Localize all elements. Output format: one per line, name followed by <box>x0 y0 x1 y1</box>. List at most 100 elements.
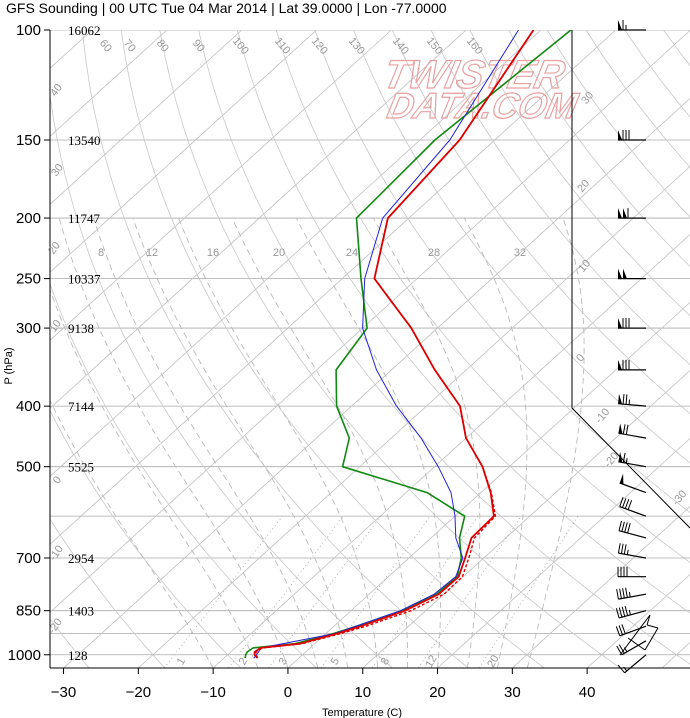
dry-adiabat-line <box>198 30 690 665</box>
dry-adiabat-line <box>236 30 690 614</box>
dry-adiabat-line <box>430 30 690 366</box>
hodograph-segment <box>619 614 651 656</box>
wind-barbs <box>615 20 659 674</box>
dry-adiabat-line <box>469 30 690 317</box>
adiabat-side-label: 20 <box>575 178 592 195</box>
wind-barb-full <box>618 607 623 618</box>
pressure-tick-label: 300 <box>16 320 41 337</box>
pressure-tick-label: 150 <box>16 132 41 149</box>
x-tick-label: −20 <box>126 684 151 701</box>
x-tick-label: −10 <box>200 684 225 701</box>
mixing-ratio-label: 28 <box>428 247 440 259</box>
mixing-ratio-label: 24 <box>346 247 358 259</box>
wind-barb <box>615 624 647 637</box>
wind-barb-half <box>628 609 631 615</box>
isotherm-line <box>50 30 542 477</box>
height-label: 128 <box>68 648 88 663</box>
wind-barb-staff <box>618 530 647 539</box>
left-adiabat-label: 20 <box>46 240 63 257</box>
moist-adiabat-line <box>177 217 379 668</box>
wind-barb-staff <box>618 593 647 600</box>
wind-barb-staff <box>621 640 647 656</box>
wind-barb-full <box>617 664 625 674</box>
wind-barb <box>619 473 647 494</box>
isotherm-top-label: 90 <box>190 38 207 55</box>
wind-barb-full <box>622 394 625 405</box>
y-axis-label: P (hPa) <box>3 347 15 384</box>
wind-barb-full <box>619 497 624 507</box>
pressure-tick-label: 400 <box>16 398 41 415</box>
pressure-tick-label: 200 <box>16 210 41 227</box>
x-tick-label: 0 <box>284 684 292 701</box>
wind-barb-full <box>622 588 625 599</box>
wind-barb-full <box>618 520 622 531</box>
wind-barb-flag <box>618 423 623 434</box>
watermark-line1: TWISTER <box>379 51 569 96</box>
dry-adiabat-line <box>314 30 690 514</box>
wind-barb-flag <box>618 268 622 279</box>
x-tick-label: −30 <box>51 684 76 701</box>
mixing-ratio-label: 12 <box>146 247 158 259</box>
wind-barb-staff <box>618 403 647 407</box>
pressure-tick-label: 1000 <box>8 647 41 664</box>
dry-adiabat-line <box>50 92 393 668</box>
wind-barb <box>617 654 647 674</box>
wind-barb-flag <box>618 20 622 30</box>
wind-barb-full <box>624 499 630 509</box>
isotherm-line <box>50 30 690 613</box>
moist-adiabat-line <box>58 217 289 668</box>
pressure-tick-label: 500 <box>16 459 41 476</box>
pressure-tick-label: 250 <box>16 271 41 288</box>
dry-adiabat-line <box>50 282 317 668</box>
moist-adiabat-line <box>526 217 585 668</box>
chart-frame <box>49 30 690 669</box>
parcel-trace <box>253 30 519 659</box>
wind-barb-staff <box>618 432 647 439</box>
left-adiabat-label: 40 <box>48 82 65 99</box>
chart-grid <box>50 30 690 668</box>
wind-barb <box>618 268 646 280</box>
wind-barb-flag <box>618 208 622 219</box>
wind-barb-staff <box>618 610 647 619</box>
wind-barb <box>618 130 646 141</box>
mixing-ratio-line <box>371 515 479 668</box>
left-adiabat-label: 10 <box>47 318 64 335</box>
height-label: 9138 <box>68 321 94 336</box>
moist-adiabat-line <box>464 217 528 668</box>
wind-barb-full <box>627 500 633 510</box>
wind-barb-full <box>625 587 628 598</box>
chart-title: GFS Sounding | 00 UTC Tue 04 Mar 2014 | … <box>6 0 447 16</box>
wind-barb-flag <box>623 208 627 219</box>
moist-adiabat-line <box>50 288 259 668</box>
mixing-ratio-label: 8 <box>98 247 104 259</box>
x-tick-label: 20 <box>429 684 446 701</box>
wind-barb-full <box>624 522 628 533</box>
height-label: 13540 <box>68 133 101 148</box>
watermark: TWISTER DATA.COM <box>379 51 583 127</box>
mixing-ratio-line <box>163 515 283 668</box>
pressure-tick-label: 100 <box>16 22 41 39</box>
isotherm-top-label: 120 <box>309 35 330 57</box>
wind-barb-full <box>617 543 621 554</box>
adiabat-side-label: 30 <box>579 90 596 107</box>
isotherm-line <box>50 30 617 545</box>
isotherm-top-label: 110 <box>272 35 292 56</box>
wind-barb-flag <box>619 473 624 485</box>
wind-barb <box>617 566 646 578</box>
wind-barb <box>618 359 646 371</box>
moist-adiabat-line <box>373 217 481 668</box>
wind-barb-flag <box>618 130 622 140</box>
wind-barb-full <box>618 625 623 635</box>
wind-barb-flag <box>618 393 623 404</box>
isotherm-line <box>437 437 690 668</box>
isotherm-line <box>138 165 690 668</box>
wind-barb-full <box>622 498 627 508</box>
mixing-ratio-line <box>478 515 579 668</box>
dry-adiabat-line <box>275 30 690 563</box>
wind-barb-full <box>625 394 628 405</box>
hodograph-segment <box>627 637 646 651</box>
wind-barb-full <box>624 605 629 616</box>
wind-barb <box>619 497 647 517</box>
